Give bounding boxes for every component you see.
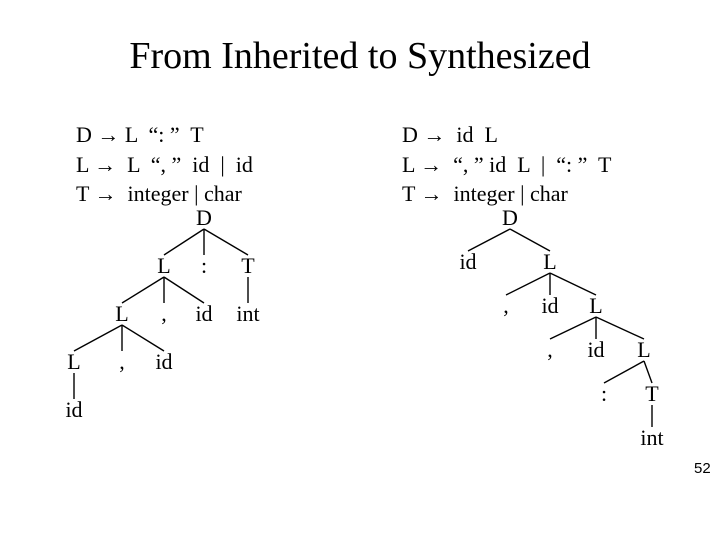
slide-number: 52: [694, 460, 711, 477]
tree-node: id: [459, 249, 476, 275]
tree-node: id: [195, 301, 212, 327]
tree-node: L: [115, 301, 128, 327]
tree-node: L: [157, 253, 170, 279]
tree-node: L: [637, 337, 650, 363]
grammar-left: D → L “: ” T L → L “, ” id | id T → inte…: [76, 120, 253, 209]
tree-node: id: [587, 337, 604, 363]
tree-node: id: [65, 397, 82, 423]
grammar-right: D → id L L → “, ” id L | “: ” T T → inte…: [402, 120, 611, 209]
parse-tree-right: DidL,idL,idL:Tint: [400, 218, 700, 528]
tree-node: T: [645, 381, 658, 407]
tree-node: L: [589, 293, 602, 319]
tree-node: D: [196, 205, 212, 231]
tree-node: D: [502, 205, 518, 231]
tree-node: ,: [503, 293, 509, 319]
tree-node: id: [541, 293, 558, 319]
tree-node: L: [543, 249, 556, 275]
tree-node: int: [640, 425, 663, 451]
tree-node: ,: [161, 301, 167, 327]
tree-node: :: [201, 253, 207, 279]
slide-title: From Inherited to Synthesized: [0, 34, 720, 78]
tree-node: T: [241, 253, 254, 279]
tree-node: int: [236, 301, 259, 327]
parse-tree-left: DL:TL,idintL,idid: [44, 218, 344, 518]
tree-node: L: [67, 349, 80, 375]
tree-node: ,: [119, 349, 125, 375]
tree-node: ,: [547, 337, 553, 363]
tree-node: id: [155, 349, 172, 375]
tree-node: :: [601, 381, 607, 407]
